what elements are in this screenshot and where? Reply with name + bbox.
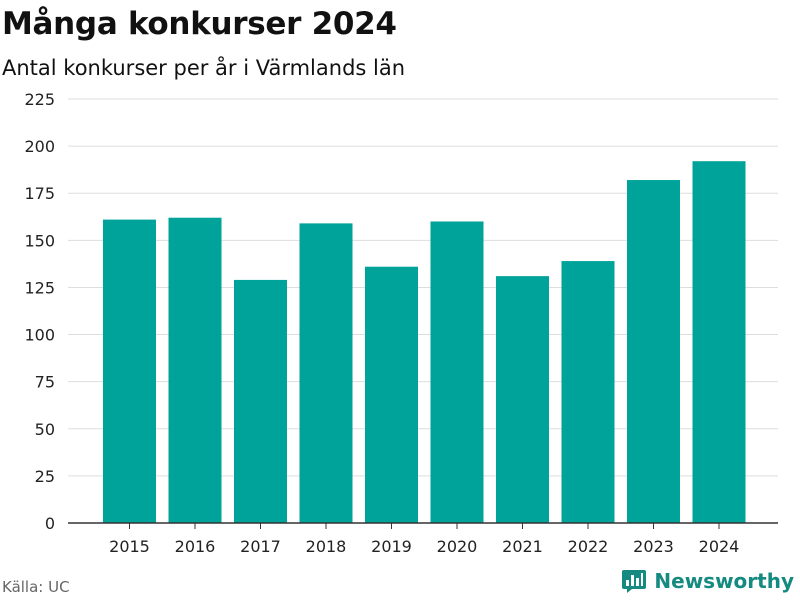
x-tick-label: 2015 <box>109 537 150 556</box>
bar-2016 <box>168 217 222 523</box>
x-tick-label: 2016 <box>175 537 216 556</box>
x-tick-label: 2020 <box>437 537 478 556</box>
bar-2018 <box>299 223 353 523</box>
bar-2023 <box>627 180 680 523</box>
y-tick-label: 125 <box>24 278 55 297</box>
y-tick-label: 75 <box>35 373 55 392</box>
y-tick-label: 150 <box>24 231 55 250</box>
x-tick-label: 2021 <box>502 537 543 556</box>
bar-2022 <box>561 261 615 523</box>
y-tick-label: 175 <box>24 184 55 203</box>
bar-2020 <box>430 221 484 523</box>
brand-name: Newsworthy <box>654 569 794 593</box>
x-tick-label: 2023 <box>633 537 674 556</box>
x-tick-label: 2022 <box>568 537 609 556</box>
x-tick-label: 2017 <box>240 537 281 556</box>
bar-2021 <box>496 276 549 523</box>
x-axis-ticks: 2015 2016 2017 2018 2019 2020 2021 2022 2023 2024 <box>109 523 739 556</box>
y-tick-label: 50 <box>35 420 55 439</box>
bar-2019 <box>365 266 418 523</box>
bar-2024 <box>692 161 746 524</box>
y-tick-label: 0 <box>45 514 55 533</box>
y-tick-label: 200 <box>24 137 55 156</box>
source-note: Källa: UC <box>2 578 70 596</box>
brand-logo: Newsworthy <box>621 568 794 594</box>
bar-2017 <box>234 279 287 523</box>
bar-chart-logo-icon <box>622 570 647 593</box>
x-tick-label: 2019 <box>371 537 412 556</box>
y-tick-label: 25 <box>35 467 55 486</box>
y-tick-label: 225 <box>24 90 55 109</box>
bars <box>103 161 746 524</box>
y-axis-ticks: 0 25 50 75 100 125 150 175 200 225 <box>24 90 55 533</box>
chart-title: Många konkurser 2024 <box>2 6 397 42</box>
chart-subtitle: Antal konkurser per år i Värmlands län <box>2 56 406 80</box>
bar-2015 <box>103 219 156 524</box>
y-tick-label: 100 <box>24 326 55 345</box>
x-tick-label: 2018 <box>306 537 347 556</box>
x-tick-label: 2024 <box>699 537 740 556</box>
